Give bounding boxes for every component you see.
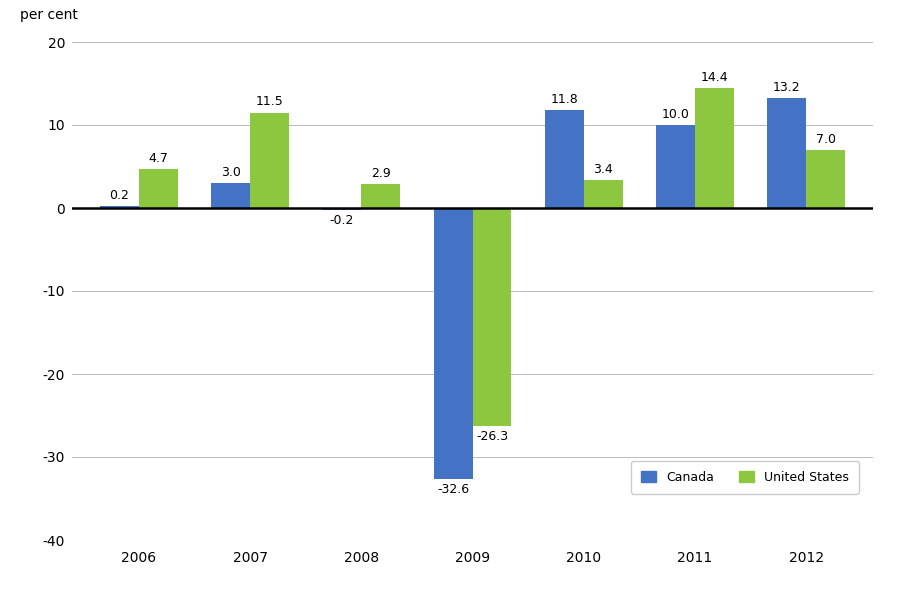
- Bar: [100, 206, 139, 208]
- Bar: [322, 208, 361, 209]
- Text: 14.4: 14.4: [701, 71, 728, 85]
- Bar: [361, 184, 400, 208]
- Text: 4.7: 4.7: [148, 152, 168, 165]
- Text: 11.8: 11.8: [551, 93, 578, 106]
- Bar: [434, 208, 473, 479]
- Text: 11.5: 11.5: [256, 95, 284, 109]
- Bar: [212, 183, 250, 208]
- Text: 7.0: 7.0: [815, 133, 836, 146]
- Bar: [472, 208, 511, 426]
- Text: -26.3: -26.3: [476, 430, 508, 443]
- Text: 3.0: 3.0: [220, 166, 240, 179]
- Text: 2.9: 2.9: [371, 167, 391, 180]
- Legend: Canada, United States: Canada, United States: [631, 461, 859, 494]
- Text: 10.0: 10.0: [662, 108, 689, 121]
- Bar: [695, 88, 734, 208]
- Bar: [544, 110, 584, 208]
- Bar: [806, 150, 845, 208]
- Bar: [768, 98, 806, 208]
- Text: -0.2: -0.2: [329, 214, 354, 227]
- Bar: [656, 125, 695, 208]
- Text: per cent: per cent: [20, 8, 77, 22]
- Text: 0.2: 0.2: [109, 189, 130, 202]
- Text: 13.2: 13.2: [773, 81, 801, 94]
- Text: 3.4: 3.4: [593, 163, 613, 176]
- Bar: [250, 113, 289, 208]
- Text: -32.6: -32.6: [437, 483, 469, 496]
- Bar: [584, 180, 623, 208]
- Bar: [139, 169, 177, 208]
